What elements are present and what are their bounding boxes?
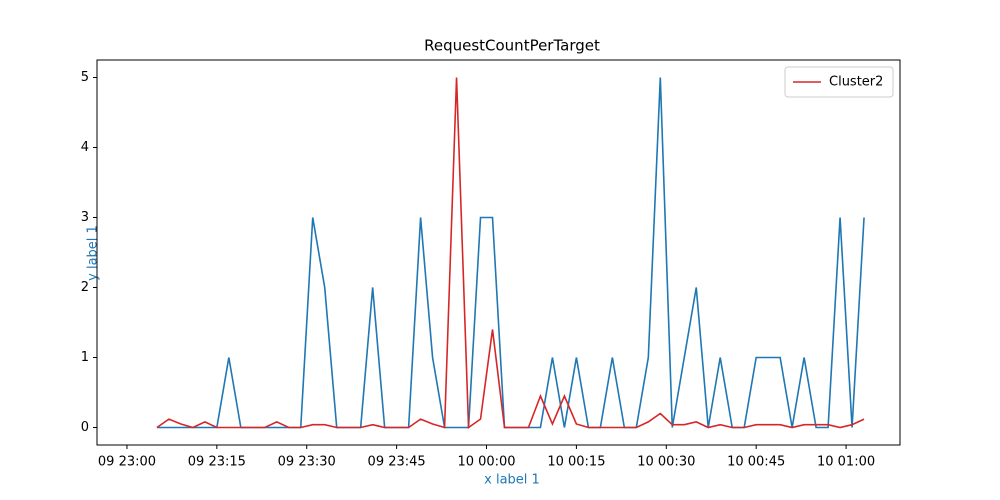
x-tick-label: 10 00:15 xyxy=(547,455,605,470)
y-tick-label: 4 xyxy=(81,140,89,155)
x-tick-label: 10 00:30 xyxy=(637,455,695,470)
y-tick-label: 5 xyxy=(81,70,89,85)
series-line xyxy=(156,77,865,430)
x-tick-label: 09 23:45 xyxy=(368,455,426,470)
x-tick-label: 09 23:15 xyxy=(188,455,246,470)
x-tick-label: 09 23:30 xyxy=(278,455,336,470)
x-tick-label: 09 23:00 xyxy=(98,455,156,470)
y-tick-label: 1 xyxy=(81,350,89,365)
x-axis-label: x label 1 xyxy=(484,473,540,488)
y-axis-label: y label 1 xyxy=(86,225,101,281)
legend-box xyxy=(784,66,894,98)
y-tick-label: 2 xyxy=(81,280,89,295)
y-tick-label: 0 xyxy=(81,420,89,435)
x-tick-label: 10 00:45 xyxy=(727,455,785,470)
chart-title: RequestCountPerTarget xyxy=(424,37,600,55)
y-tick-label: 3 xyxy=(81,210,89,225)
legend-label: Cluster2 xyxy=(829,75,883,90)
plot-frame xyxy=(96,59,901,446)
x-tick-label: 10 01:00 xyxy=(817,455,875,470)
x-tick-label: 10 00:00 xyxy=(457,455,515,470)
